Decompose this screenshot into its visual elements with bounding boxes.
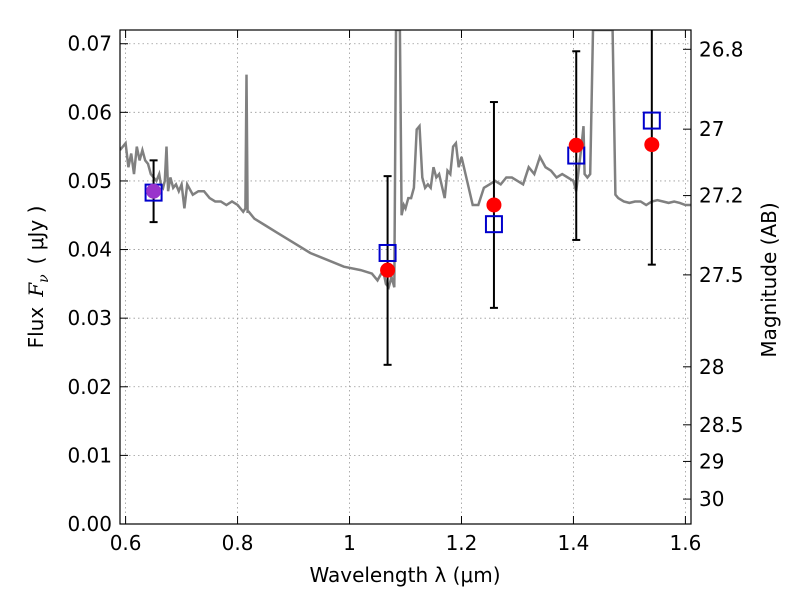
y-tick-label: 0.00 xyxy=(67,512,112,536)
y-tick-label: 0.04 xyxy=(67,238,112,262)
grid xyxy=(120,30,691,525)
mag-tick-label: 28.5 xyxy=(699,413,744,437)
points-layer xyxy=(144,111,661,278)
y-axis-label-units: ( μJy ) xyxy=(24,206,48,265)
spectrum-layer xyxy=(120,30,691,290)
y-axis-label: Flux Fν ( μJy ) xyxy=(24,206,52,349)
observed-point xyxy=(486,197,502,213)
observed-point xyxy=(644,137,660,153)
x-tick-label: 0.8 xyxy=(222,531,254,555)
y-tick-label: 0.01 xyxy=(67,443,112,467)
spectrum-line xyxy=(120,30,691,290)
y-tick-label: 0.03 xyxy=(67,306,112,330)
y-axis-label-flux: Flux xyxy=(24,307,48,349)
y-axis-label-symbol: F xyxy=(24,282,48,298)
mag-tick-label: 29 xyxy=(699,449,724,473)
model-point xyxy=(378,243,397,262)
model-point xyxy=(642,111,661,130)
observed-point xyxy=(380,262,396,278)
x-axis-label: Wavelength λ (μm) xyxy=(309,563,500,587)
x-tick-label: 1.2 xyxy=(446,531,478,555)
model-point xyxy=(484,215,503,234)
mag-tick-label: 27.2 xyxy=(699,184,744,208)
mag-tick-label: 30 xyxy=(699,487,724,511)
x-tick-label: 1.4 xyxy=(558,531,590,555)
y-tick-label: 0.05 xyxy=(67,169,112,193)
x-tick-label: 1.6 xyxy=(669,531,701,555)
y-tick-label: 0.06 xyxy=(67,100,112,124)
mag-tick-label: 26.8 xyxy=(699,37,744,61)
plot-frame xyxy=(119,29,692,525)
observed-point xyxy=(568,137,584,153)
ticks: 0.6 0.8 1 1.2 1.4 1.6 0.00 0.01 0.02 0.03 0.04 0.05… xyxy=(67,30,744,555)
mag-tick-label: 28 xyxy=(699,355,724,379)
errorbar-layer xyxy=(149,30,656,366)
mag-tick-label: 27 xyxy=(699,117,724,141)
y2-axis-label: Magnitude (AB) xyxy=(757,202,781,357)
mag-tick-label: 27.5 xyxy=(699,263,744,287)
x-tick-label: 1 xyxy=(343,531,356,555)
y-tick-label: 0.02 xyxy=(67,375,112,399)
observed-point xyxy=(146,183,162,199)
y-tick-label: 0.07 xyxy=(67,32,112,56)
y-axis-label-subscript: ν xyxy=(36,274,52,283)
x-tick-label: 0.6 xyxy=(110,531,142,555)
